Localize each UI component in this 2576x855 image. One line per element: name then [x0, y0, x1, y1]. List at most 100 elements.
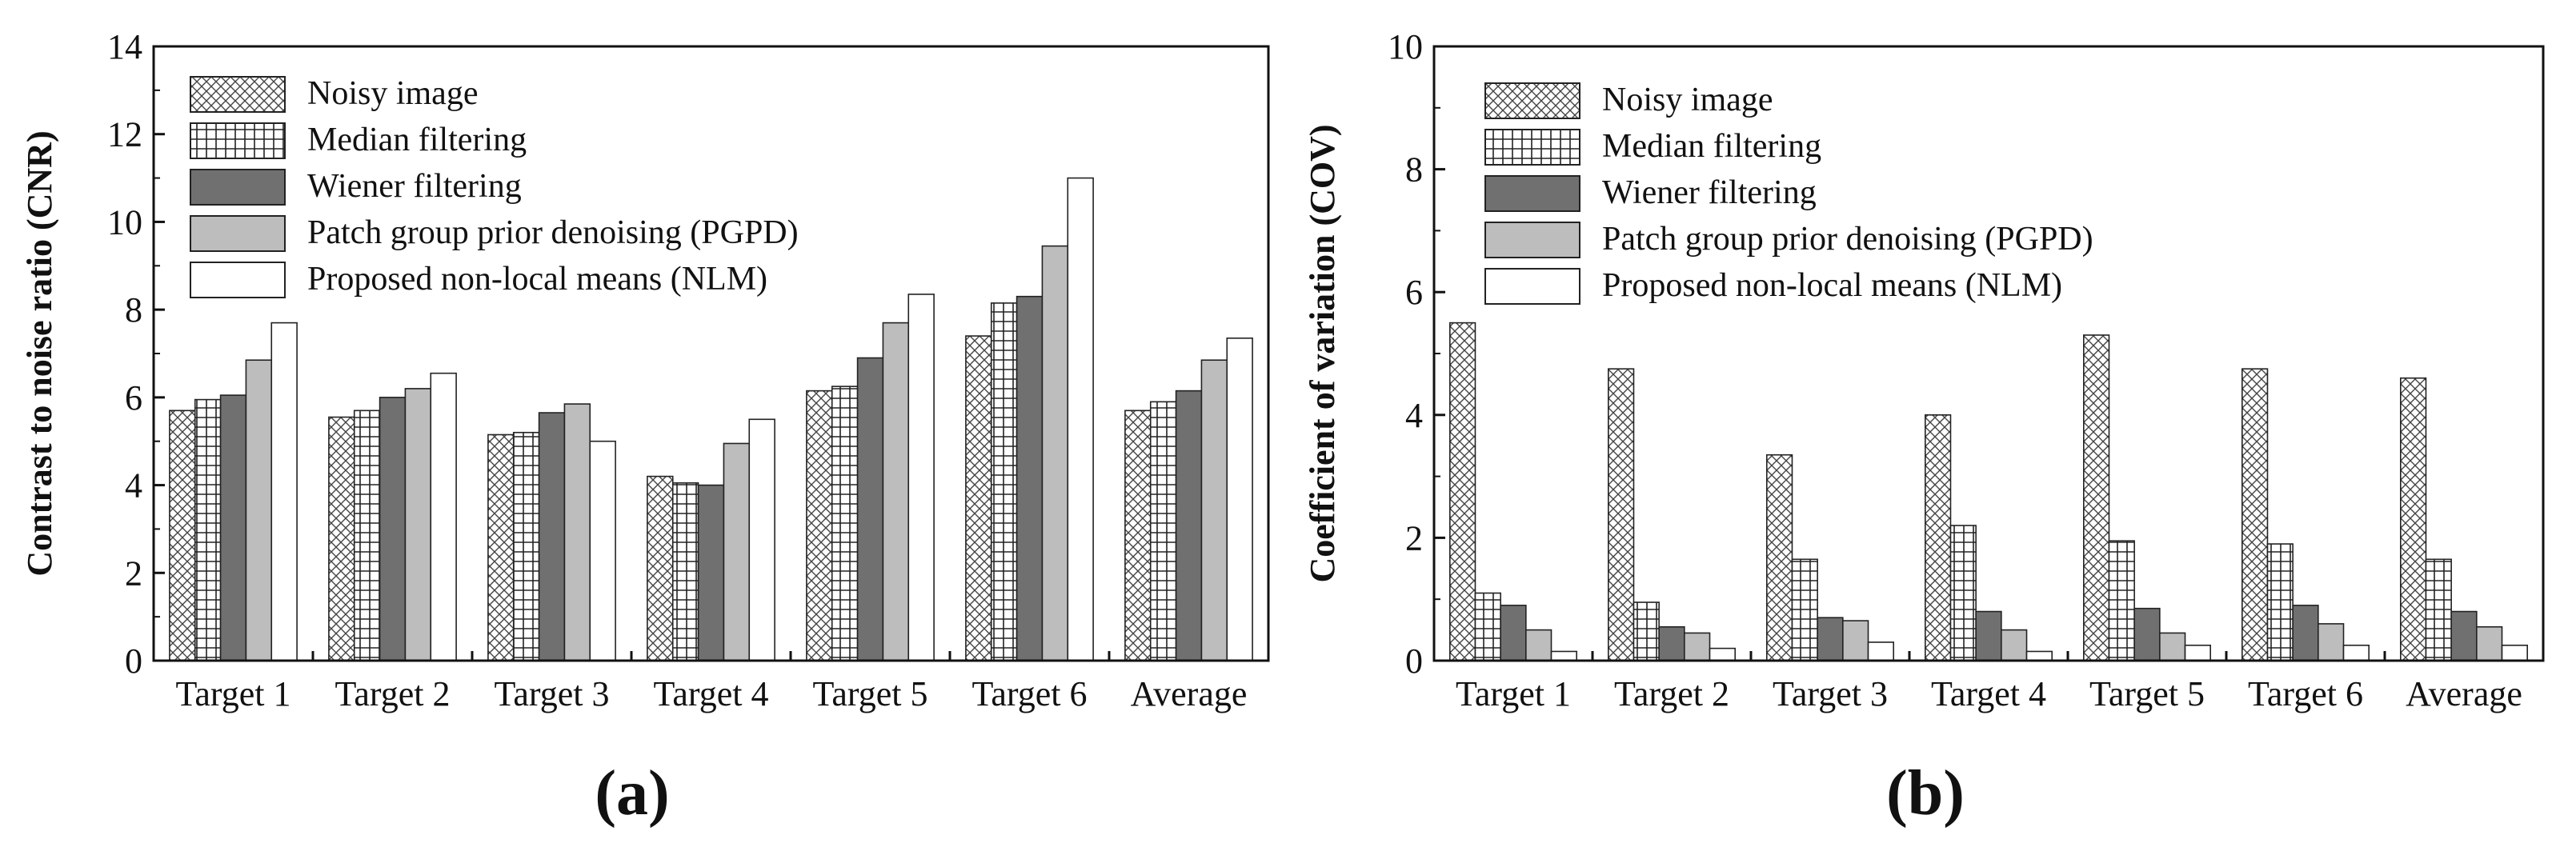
cov-bar-1-7 — [2400, 377, 2427, 661]
cov-bar-2-1 — [1474, 592, 1501, 661]
cnr-bar-1-6 — [965, 335, 992, 661]
cnr-bar-1-5 — [806, 390, 833, 661]
cnr-bar-5-4 — [748, 418, 775, 661]
cnr-x-tick-label: Target 4 — [654, 674, 769, 713]
cnr-y-tick-label: 2 — [125, 553, 142, 593]
cov-bar-2-4 — [1949, 525, 1977, 661]
cov-bar-3-5 — [2133, 607, 2161, 661]
cnr-legend: Noisy image Median filtering Wiener filter… — [190, 75, 799, 298]
cnr-bar-2-3 — [512, 431, 540, 661]
cnr-y-tick-label: 8 — [125, 290, 142, 330]
cov-bar-2-3 — [1791, 558, 1818, 661]
cnr-bar-3-6 — [1016, 295, 1044, 661]
cnr-bar-3-2 — [379, 397, 407, 661]
cnr-bar-4-5 — [882, 322, 910, 661]
cnr-legend-label-5: Proposed non-local means (NLM) — [307, 261, 767, 298]
cnr-bar-5-1 — [270, 322, 298, 661]
cov-bar-3-4 — [1975, 610, 2002, 661]
cnr-bar-1-1 — [169, 410, 196, 661]
cnr-bar-3-1 — [219, 394, 247, 661]
cnr-y-ticks: 0 2 4 6 8 10 12 14 — [107, 27, 165, 681]
cov-legend-swatch-3 — [1484, 175, 1580, 212]
cov-x-tick-label: Target 6 — [2248, 674, 2363, 713]
cov-bar-3-2 — [1658, 625, 1685, 661]
cnr-bar-2-2 — [353, 410, 381, 661]
cov-bar-4-5 — [2159, 632, 2186, 661]
cov-bar-1-2 — [1608, 368, 1635, 661]
cnr-bar-2-5 — [831, 386, 859, 661]
cov-bar-1-3 — [1766, 453, 1793, 661]
cnr-bar-1-4 — [647, 475, 674, 661]
cnr-bar-2-4 — [671, 482, 699, 661]
cnr-legend-swatch-4 — [190, 215, 286, 252]
cov-legend-swatch-1 — [1484, 82, 1580, 119]
cov-x-ticks: Target 1 Target 2 Target 3 Target 4 Target 5… — [1456, 651, 2522, 713]
cnr-legend-swatch-1 — [190, 76, 286, 113]
cov-bar-1-6 — [2241, 368, 2269, 661]
cov-bar-5-2 — [1709, 647, 1737, 661]
cnr-legend-swatch-5 — [190, 262, 286, 298]
cov-legend-label-4: Patch group prior denoising (PGPD) — [1602, 221, 2093, 258]
cnr-bar-4-3 — [563, 403, 591, 661]
cnr-legend-label-1: Noisy image — [307, 75, 478, 112]
cnr-bar-2-1 — [194, 398, 222, 661]
panel-label-b: (b) — [1886, 758, 1965, 829]
cnr-x-tick-label: Target 5 — [813, 674, 928, 713]
cnr-legend-label-3: Wiener filtering — [307, 168, 522, 205]
cnr-plot-frame — [152, 45, 1270, 662]
panel-label-a: (a) — [595, 758, 669, 829]
cnr-y-tick-label: 6 — [125, 378, 142, 418]
cov-bar-4-1 — [1525, 629, 1552, 661]
cov-bar-4-6 — [2318, 623, 2345, 661]
cov-x-tick-label: Target 1 — [1456, 674, 1571, 713]
cov-chart-panel: 0 2 4 6 8 10 Target 1 Target 2 Target 3 Target 4… — [1303, 27, 2545, 829]
cov-x-tick-label: Target 3 — [1773, 674, 1888, 713]
cov-bar-1-4 — [1925, 414, 1952, 661]
cov-bar-5-6 — [2342, 644, 2370, 661]
cov-bar-5-7 — [2501, 644, 2529, 661]
cnr-bar-5-3 — [589, 440, 616, 661]
cnr-y-tick-label: 12 — [107, 115, 142, 154]
cnr-bar-3-7 — [1175, 390, 1203, 661]
cnr-bar-5-6 — [1067, 177, 1094, 661]
cnr-legend-swatch-3 — [190, 169, 286, 206]
cov-legend-label-2: Median filtering — [1602, 128, 1821, 165]
cov-y-tick-label: 2 — [1405, 518, 1423, 557]
cov-x-tick-label: Target 5 — [2089, 674, 2205, 713]
cov-bar-2-6 — [2266, 543, 2294, 661]
cov-bar-4-3 — [1842, 620, 1869, 661]
cnr-bar-5-7 — [1226, 337, 1253, 661]
cnr-legend-swatch-2 — [190, 122, 286, 159]
cnr-bars — [169, 177, 1253, 661]
cov-bar-4-2 — [1684, 632, 1711, 661]
cov-bar-1-5 — [2083, 334, 2110, 661]
cov-bar-3-7 — [2450, 610, 2478, 661]
cnr-y-tick-label: 10 — [107, 202, 142, 242]
cnr-bar-1-3 — [487, 433, 515, 661]
cov-bar-2-5 — [2108, 540, 2135, 661]
cnr-y-tick-label: 4 — [125, 466, 142, 505]
cnr-x-tick-label: Target 3 — [495, 674, 610, 713]
cnr-bar-2-7 — [1149, 401, 1177, 661]
cnr-y-tick-label: 14 — [107, 27, 142, 66]
cnr-bar-5-2 — [430, 372, 457, 661]
cnr-bar-5-5 — [907, 294, 935, 661]
cnr-bar-1-7 — [1124, 410, 1152, 661]
cov-y-tick-label: 6 — [1405, 273, 1423, 312]
cnr-x-tick-label: Average — [1131, 674, 1248, 713]
cov-y-tick-label: 0 — [1405, 641, 1423, 681]
cov-x-tick-label: Average — [2406, 674, 2522, 713]
cov-bar-2-7 — [2425, 558, 2452, 661]
cov-legend-label-1: Noisy image — [1602, 82, 1773, 118]
cov-y-axis-title: Coefficient of variation (COV) — [1303, 124, 1342, 582]
cnr-bar-3-3 — [538, 412, 566, 661]
cnr-x-tick-label: Target 1 — [176, 674, 291, 713]
cnr-legend-label-4: Patch group prior denoising (PGPD) — [307, 214, 799, 251]
cov-bar-3-1 — [1500, 605, 1527, 661]
cnr-x-tick-label: Target 2 — [335, 674, 451, 713]
cov-bar-5-1 — [1550, 650, 1578, 661]
cov-y-tick-label: 10 — [1388, 27, 1423, 66]
cov-bar-2-2 — [1633, 601, 1660, 661]
